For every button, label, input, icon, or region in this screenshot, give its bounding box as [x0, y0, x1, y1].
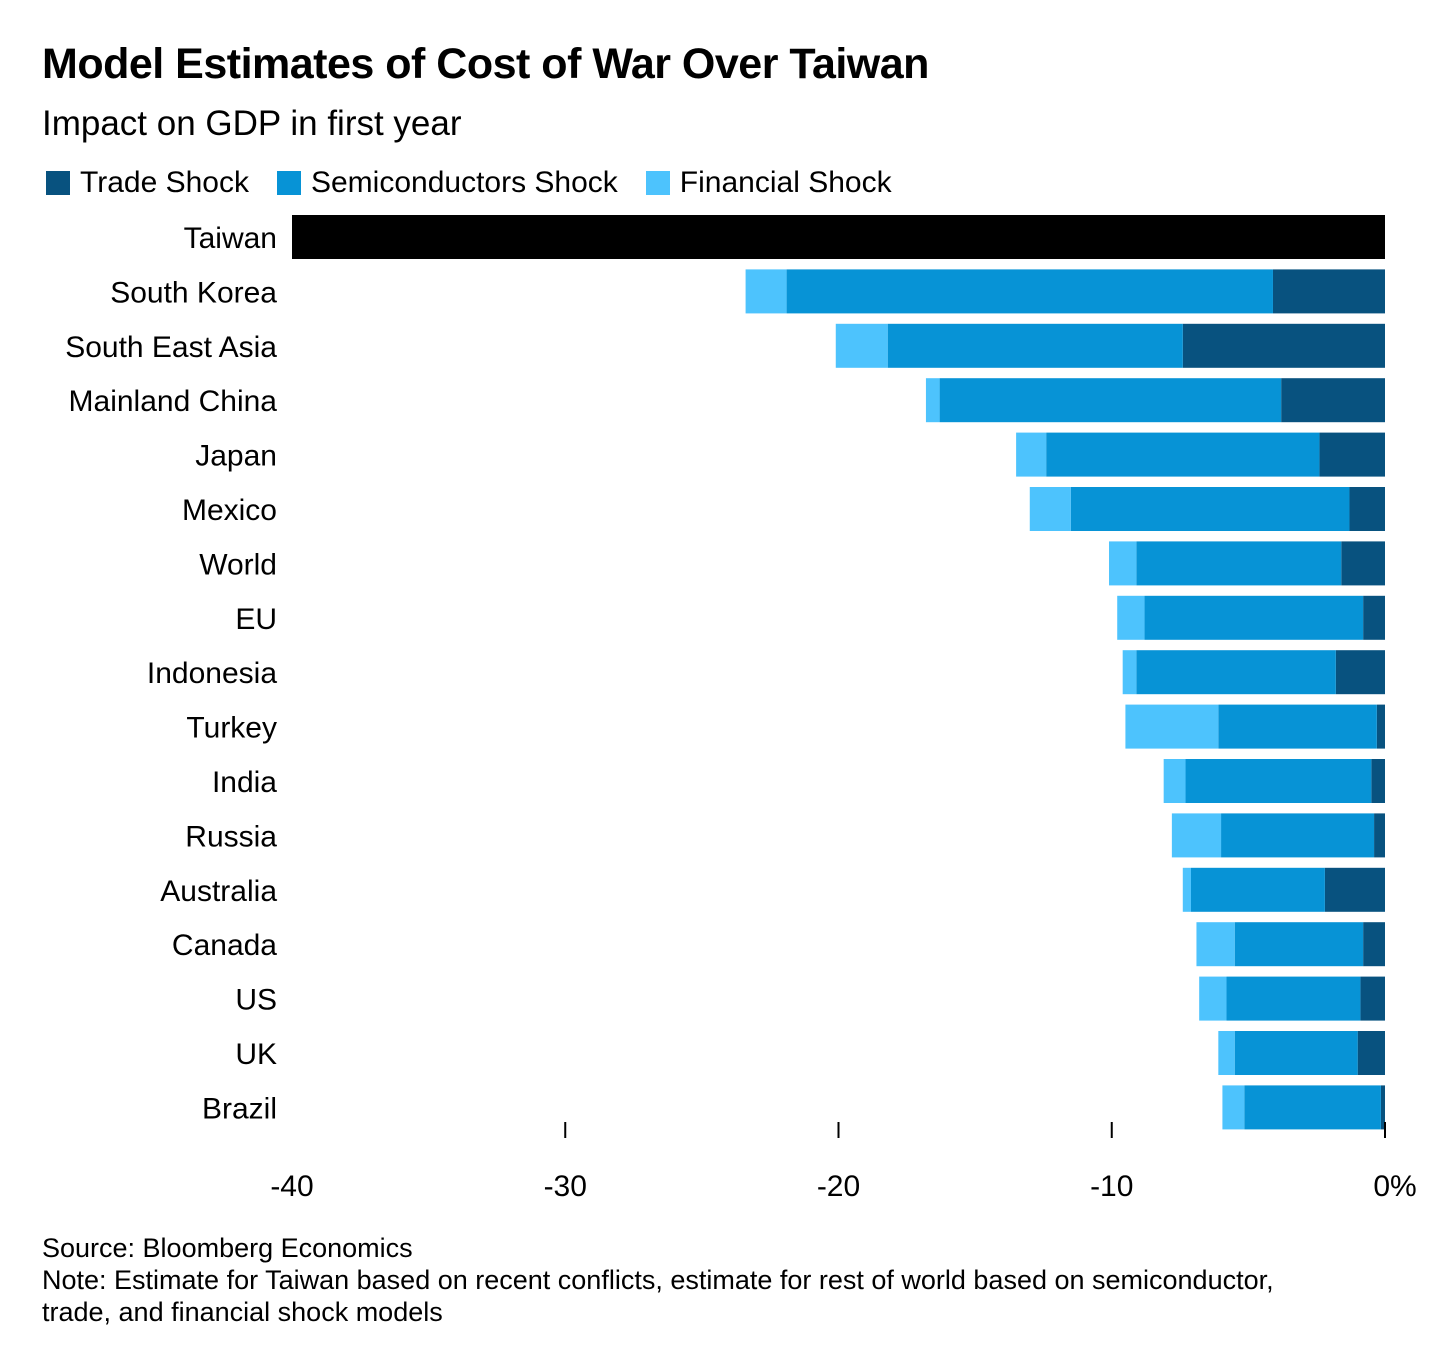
bar-segment-financial-shock	[1196, 922, 1235, 967]
bar-segment-trade-shock	[1319, 432, 1385, 477]
x-tick-label: -10	[1090, 1170, 1133, 1203]
category-label: US	[235, 984, 277, 1017]
bar-segment-trade-shock	[1357, 1031, 1385, 1075]
bar-segment-semiconductors-shock	[1070, 487, 1350, 531]
legend-swatch-semiconductors	[276, 171, 301, 195]
bar-segment-trade-shock	[1272, 269, 1385, 314]
bar-segment-trade-shock	[1349, 487, 1385, 531]
bar-segment-financial-shock	[745, 269, 787, 314]
bar-segment-semiconductors-shock	[1244, 1085, 1381, 1130]
bar-segment-semiconductors-shock	[786, 269, 1273, 314]
bar-segment-financial-shock	[1016, 432, 1047, 477]
category-label: Brazil	[202, 1092, 277, 1125]
category-label: Mainland China	[69, 385, 278, 418]
x-tick-label: -40	[270, 1170, 313, 1203]
legend-swatch-trade	[46, 171, 70, 195]
bar-segment-financial-shock	[835, 323, 888, 368]
chart-title: Model Estimates of Cost of War Over Taiw…	[42, 40, 929, 88]
category-label: Canada	[172, 929, 277, 962]
bar-segment-trade-shock	[1380, 1085, 1385, 1130]
bar-segment-trade-shock	[1281, 378, 1385, 423]
bar-segment-semiconductors-shock	[1185, 759, 1372, 803]
bar-segment-financial-shock	[1199, 976, 1227, 1021]
category-label: Mexico	[182, 494, 277, 527]
bar-segment-trade-shock	[1335, 650, 1385, 695]
bar-segment-trade-shock	[1324, 867, 1385, 912]
bar-segment-semiconductors-shock	[887, 323, 1183, 368]
bar-segment-semiconductors-shock	[1226, 976, 1361, 1021]
legend-item-semiconductors: Semiconductors Shock	[276, 166, 618, 200]
bar-segment-financial-shock	[1182, 867, 1191, 912]
legend: Trade Shock Semiconductors Shock Financi…	[46, 166, 892, 200]
x-tick-label: 0%	[1373, 1170, 1416, 1203]
bar-segment-financial-shock	[1109, 541, 1137, 586]
bar-segment-financial-shock	[1029, 487, 1071, 531]
category-label: UK	[235, 1038, 277, 1071]
bar-segment-semiconductors-shock	[1218, 704, 1377, 749]
category-label: EU	[235, 603, 277, 636]
bar-segment-trade-shock	[1363, 922, 1385, 967]
bar-segment-financial-shock	[1163, 759, 1186, 803]
bar-segment-financial-shock	[1117, 595, 1145, 640]
footnote: Source: Bloomberg Economics Note: Estima…	[42, 1232, 1342, 1328]
bar-segment-trade-shock	[1363, 595, 1385, 640]
bar-segment-semiconductors-shock	[1046, 432, 1320, 477]
category-label: World	[199, 548, 277, 581]
category-label: Turkey	[186, 712, 277, 745]
category-label: South East Asia	[65, 331, 277, 364]
category-label: Taiwan	[184, 222, 277, 255]
bar-segment-financial-shock	[925, 378, 940, 423]
bar-segment-semiconductors-shock	[939, 378, 1282, 423]
bar-segment-financial-shock	[1122, 650, 1137, 695]
bar-segment-financial-shock	[1218, 1031, 1235, 1075]
bar-segment-trade-shock	[1371, 759, 1385, 803]
bar-segment-trade-shock	[1341, 541, 1385, 586]
legend-item-financial: Financial Shock	[645, 166, 892, 200]
bar-segment-semiconductors-shock	[1136, 650, 1336, 695]
category-label: Australia	[160, 875, 277, 908]
bar-segment-semiconductors-shock	[1144, 595, 1364, 640]
x-tick-label: -20	[817, 1170, 860, 1203]
chart-subtitle: Impact on GDP in first year	[42, 104, 462, 143]
bar-segment-trade-shock	[1182, 323, 1385, 368]
bar-segment-financial-shock	[1171, 813, 1222, 858]
category-label: South Korea	[110, 276, 277, 309]
bar-segment-trade-shock	[1376, 704, 1385, 749]
legend-label: Trade Shock	[80, 166, 249, 199]
bar-segment-semiconductors-shock	[1221, 813, 1375, 858]
bar-segment-semiconductors-shock	[1136, 541, 1342, 586]
category-label: Russia	[185, 820, 277, 853]
legend-label: Financial Shock	[679, 166, 892, 199]
bar-segment-semiconductors-shock	[1234, 922, 1364, 967]
note-text: Note: Estimate for Taiwan based on recen…	[42, 1265, 1274, 1327]
source-text: Source: Bloomberg Economics	[42, 1233, 413, 1263]
legend-item-trade: Trade Shock	[46, 166, 249, 200]
category-label: Indonesia	[147, 657, 277, 690]
legend-label: Semiconductors Shock	[310, 166, 618, 199]
bar-segment-semiconductors-shock	[1190, 867, 1325, 912]
bar-segment-financial-shock	[1222, 1085, 1245, 1130]
bar-segment-trade-shock	[1374, 813, 1385, 858]
legend-swatch-financial	[645, 171, 670, 195]
category-label: India	[212, 766, 277, 799]
bar-segment-semiconductors-shock	[1234, 1031, 1358, 1075]
bar-segment-trade-shock	[1360, 976, 1385, 1021]
category-label: Japan	[195, 440, 277, 473]
bar-taiwan-total	[292, 215, 1385, 259]
bar-segment-financial-shock	[1125, 704, 1219, 749]
x-tick-label: -30	[544, 1170, 587, 1203]
